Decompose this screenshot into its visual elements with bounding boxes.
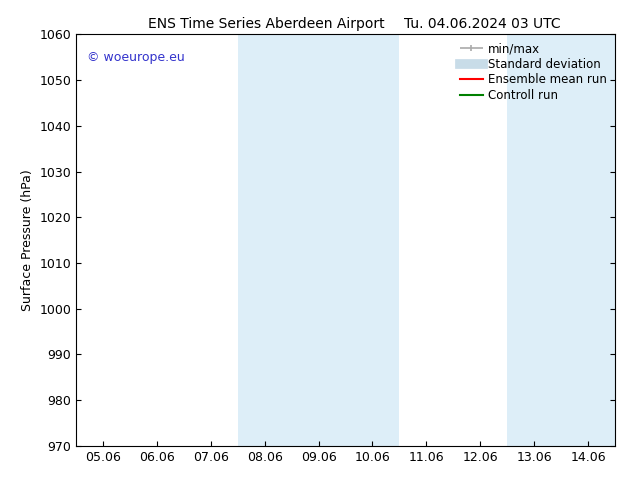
Bar	[238, 34, 399, 446]
Text: ENS Time Series Aberdeen Airport: ENS Time Series Aberdeen Airport	[148, 17, 385, 31]
Legend: min/max, Standard deviation, Ensemble mean run, Controll run: min/max, Standard deviation, Ensemble me…	[456, 39, 611, 105]
Bar	[507, 34, 615, 446]
Text: © woeurope.eu: © woeurope.eu	[87, 51, 184, 64]
Y-axis label: Surface Pressure (hPa): Surface Pressure (hPa)	[21, 169, 34, 311]
Text: Tu. 04.06.2024 03 UTC: Tu. 04.06.2024 03 UTC	[403, 17, 560, 31]
